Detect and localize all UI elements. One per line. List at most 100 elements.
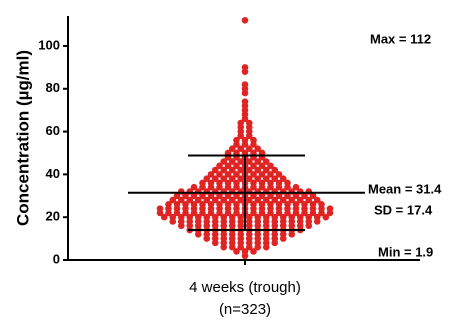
- dot: [279, 196, 287, 204]
- dot: [233, 171, 240, 178]
- dot: [237, 196, 245, 204]
- dot: [199, 179, 206, 187]
- dot: [275, 201, 283, 208]
- dot: [177, 213, 185, 221]
- dot: [254, 158, 262, 165]
- dot: [258, 192, 266, 200]
- dot: [199, 192, 206, 200]
- dot: [254, 196, 262, 204]
- dot: [305, 188, 313, 195]
- dot: [250, 201, 257, 208]
- dot: [169, 196, 177, 204]
- dot: [216, 171, 223, 178]
- dot: [220, 158, 228, 165]
- dot: [250, 162, 257, 170]
- x-tick-label: 4 weeks (trough): [189, 279, 301, 296]
- dot: [220, 175, 228, 182]
- dot: [296, 196, 304, 204]
- dot: [254, 145, 262, 153]
- dot: [224, 201, 232, 208]
- dot: [271, 196, 279, 204]
- y-axis-label: Concentration (µg/ml): [13, 50, 32, 226]
- dot: [233, 248, 240, 255]
- dot: [275, 179, 283, 187]
- dot: [224, 192, 232, 200]
- dot: [292, 183, 300, 191]
- dot: [237, 145, 245, 153]
- dot: [228, 175, 236, 182]
- dot: [275, 171, 283, 178]
- dot: [309, 201, 317, 208]
- dot: [169, 213, 177, 221]
- dot: [186, 213, 194, 221]
- dot: [220, 213, 228, 221]
- dot: [228, 213, 236, 221]
- y-tick-label: 0: [53, 251, 60, 266]
- dot: [216, 179, 223, 187]
- dot: [220, 196, 228, 204]
- dot: [233, 136, 240, 144]
- dot: [211, 166, 219, 174]
- dot: [190, 183, 198, 191]
- dot: [288, 196, 296, 204]
- dot: [216, 192, 223, 200]
- dot: [250, 179, 257, 187]
- dot: [160, 213, 168, 221]
- dot: [271, 175, 279, 182]
- dot: [207, 179, 215, 187]
- dot: [211, 213, 219, 221]
- dot: [233, 201, 240, 208]
- dot: [262, 196, 270, 204]
- dot: [194, 196, 202, 204]
- dot: [309, 192, 317, 200]
- dot: [177, 188, 185, 195]
- dot: [313, 213, 321, 221]
- dot: [267, 201, 274, 208]
- dot: [237, 166, 245, 174]
- dot: [245, 196, 253, 204]
- dot: [203, 175, 211, 182]
- dot: [245, 119, 253, 127]
- dot: [245, 166, 253, 174]
- dot: [262, 213, 270, 221]
- dot: [301, 201, 308, 208]
- dot: [182, 201, 189, 208]
- dot: [211, 175, 219, 182]
- y-tick-label: 80: [46, 80, 60, 95]
- dot: [203, 196, 211, 204]
- dot: [207, 201, 215, 208]
- dot: [156, 205, 164, 212]
- dot: [190, 201, 198, 208]
- dot: [258, 179, 266, 187]
- dot: [211, 196, 219, 204]
- dot: [254, 213, 262, 221]
- dot: [262, 166, 270, 174]
- y-tick-label: 60: [46, 123, 60, 138]
- dot: [177, 196, 185, 204]
- dot: [207, 171, 215, 178]
- dot: [182, 192, 189, 200]
- dot: [313, 196, 321, 204]
- dot: [199, 201, 206, 208]
- dot: [233, 192, 240, 200]
- dot: [301, 192, 308, 200]
- dot: [271, 166, 279, 174]
- dot: [250, 248, 257, 255]
- y-tick-label: 100: [38, 37, 60, 52]
- annotation: Mean = 31.4: [368, 181, 442, 196]
- dot: [224, 162, 232, 170]
- dot: [254, 175, 262, 182]
- dot: [284, 192, 291, 200]
- dot: [292, 192, 300, 200]
- dot: [237, 213, 245, 221]
- dot: [237, 175, 245, 182]
- y-tick-label: 40: [46, 166, 60, 181]
- dot: [194, 213, 202, 221]
- dot: [275, 192, 283, 200]
- dot: [233, 179, 240, 187]
- dot: [173, 201, 181, 208]
- dot: [267, 171, 274, 178]
- dot: [258, 201, 266, 208]
- dot: [237, 158, 245, 165]
- dot: [237, 119, 245, 127]
